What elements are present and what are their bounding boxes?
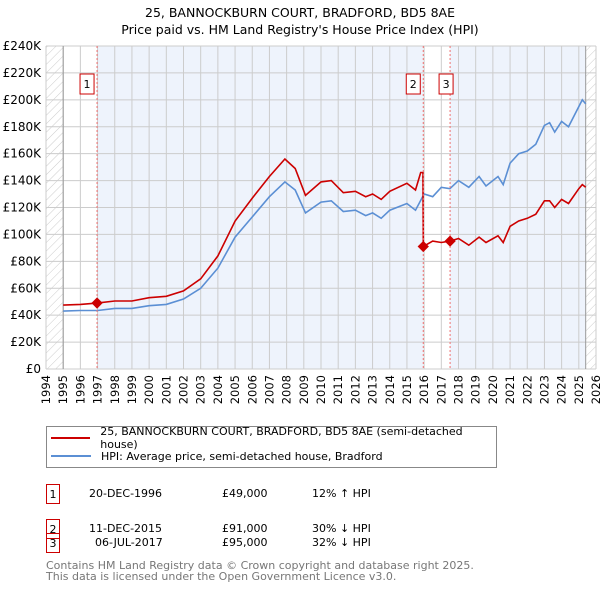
sale-price: £49,000 xyxy=(222,487,268,500)
y-tick-label: £0 xyxy=(26,362,41,376)
x-tick-label: 2024 xyxy=(555,375,569,404)
x-tick-label: 2021 xyxy=(503,375,517,404)
sale-label-box xyxy=(405,73,421,95)
x-tick-label: 1994 xyxy=(39,375,53,404)
sale-date: 06-JUL-2017 xyxy=(95,536,163,549)
sale-marker: 3 xyxy=(46,533,60,553)
x-tick-label: 1995 xyxy=(56,375,70,404)
y-tick-label: £180K xyxy=(3,120,43,134)
sale-label-box xyxy=(438,73,454,95)
footer: Contains HM Land Registry data © Crown c… xyxy=(46,560,474,582)
x-tick-label: 1996 xyxy=(73,375,87,404)
y-tick-label: £120K xyxy=(3,201,43,215)
x-tick-label: 2015 xyxy=(400,375,414,404)
x-tick-label: 2012 xyxy=(348,375,362,404)
sale-hpi: 30% ↓ HPI xyxy=(312,522,371,535)
x-tick-label: 2008 xyxy=(280,375,294,404)
x-tick-label: 2022 xyxy=(520,375,534,404)
sale-date: 20-DEC-1996 xyxy=(89,487,163,500)
legend-item-property: 25, BANNOCKBURN COURT, BRADFORD, BD5 8AE… xyxy=(51,425,496,451)
title-line-2: Price paid vs. HM Land Registry's House … xyxy=(121,22,479,37)
sale-point xyxy=(444,235,456,247)
legend-swatch-red xyxy=(51,437,91,439)
x-tick-label: 2016 xyxy=(417,375,431,404)
footer-line-1: Contains HM Land Registry data © Crown c… xyxy=(46,559,474,572)
sale-hpi: 32% ↓ HPI xyxy=(312,536,371,549)
x-tick-label: 1997 xyxy=(91,375,105,404)
x-tick-label: 2007 xyxy=(262,375,276,404)
x-tick-label: 2020 xyxy=(486,375,500,404)
x-tick-label: 2014 xyxy=(383,375,397,404)
x-tick-label: 2018 xyxy=(452,375,466,404)
legend-label: 25, BANNOCKBURN COURT, BRADFORD, BD5 8AE… xyxy=(100,425,463,451)
price-chart: 1994 1995 1996 1997 1998 1999 2000 2001 2002 2003… xyxy=(3,39,600,404)
x-tick-label: 2019 xyxy=(469,375,483,404)
x-tick-label: 2010 xyxy=(314,375,328,404)
y-tick-label: £140K xyxy=(3,174,43,188)
y-tick-label: £200K xyxy=(3,93,43,107)
y-tick-label: £100K xyxy=(3,227,43,241)
legend-item-hpi: HPI: Average price, semi-detached house,… xyxy=(51,448,383,464)
x-tick-label: 2002 xyxy=(177,375,191,404)
legend-swatch-blue xyxy=(51,455,91,457)
y-tick-label: £240K xyxy=(3,39,43,53)
sale-date: 11-DEC-2015 xyxy=(89,522,163,535)
legend-label: HPI: Average price, semi-detached house,… xyxy=(101,449,383,463)
x-tick-label: 2001 xyxy=(159,375,173,404)
x-tick-label: 2026 xyxy=(589,375,600,404)
sale-price: £91,000 xyxy=(222,522,268,535)
y-tick-label: £20K xyxy=(10,335,42,349)
sale-point xyxy=(417,240,429,253)
x-tick-label: 2025 xyxy=(572,375,586,404)
hpi-line xyxy=(63,98,587,312)
sale-label: 3 xyxy=(443,78,450,91)
sale-marker: 2 xyxy=(46,519,60,539)
sale-hpi: 12% ↑ HPI xyxy=(312,487,371,500)
x-tick-label: 1999 xyxy=(125,375,139,404)
x-tick-label: 2017 xyxy=(434,375,448,404)
x-tick-label: 2023 xyxy=(537,375,551,404)
sale-label: 1 xyxy=(84,78,91,91)
x-tick-label: 2006 xyxy=(245,375,259,404)
y-tick-label: £80K xyxy=(10,254,42,268)
x-tick-label: 2011 xyxy=(331,375,345,404)
sale-label-box xyxy=(79,73,95,95)
sale-label: 2 xyxy=(410,78,417,91)
legend: 25, BANNOCKBURN COURT, BRADFORD, BD5 8AE… xyxy=(46,425,497,468)
y-tick-label: £60K xyxy=(10,281,42,295)
x-tick-label: 1998 xyxy=(108,375,122,404)
title-line-1: 25, BANNOCKBURN COURT, BRADFORD, BD5 8AE xyxy=(145,5,455,20)
sale-marker: 1 xyxy=(46,484,60,504)
property-price-line xyxy=(63,157,587,306)
y-tick-label: £40K xyxy=(10,308,42,322)
footer-line-2: This data is licensed under the Open Gov… xyxy=(46,570,397,583)
chart-title: 25, BANNOCKBURN COURT, BRADFORD, BD5 8AE… xyxy=(0,4,600,38)
y-tick-label: £160K xyxy=(3,147,43,161)
x-tick-label: 2013 xyxy=(366,375,380,404)
x-tick-label: 2004 xyxy=(211,375,225,404)
x-tick-label: 2005 xyxy=(228,375,242,404)
sale-price: £95,000 xyxy=(222,536,268,549)
x-tick-label: 2003 xyxy=(194,375,208,404)
y-tick-label: £220K xyxy=(3,66,43,80)
x-tick-label: 2009 xyxy=(297,375,311,404)
x-tick-label: 2000 xyxy=(142,375,156,404)
